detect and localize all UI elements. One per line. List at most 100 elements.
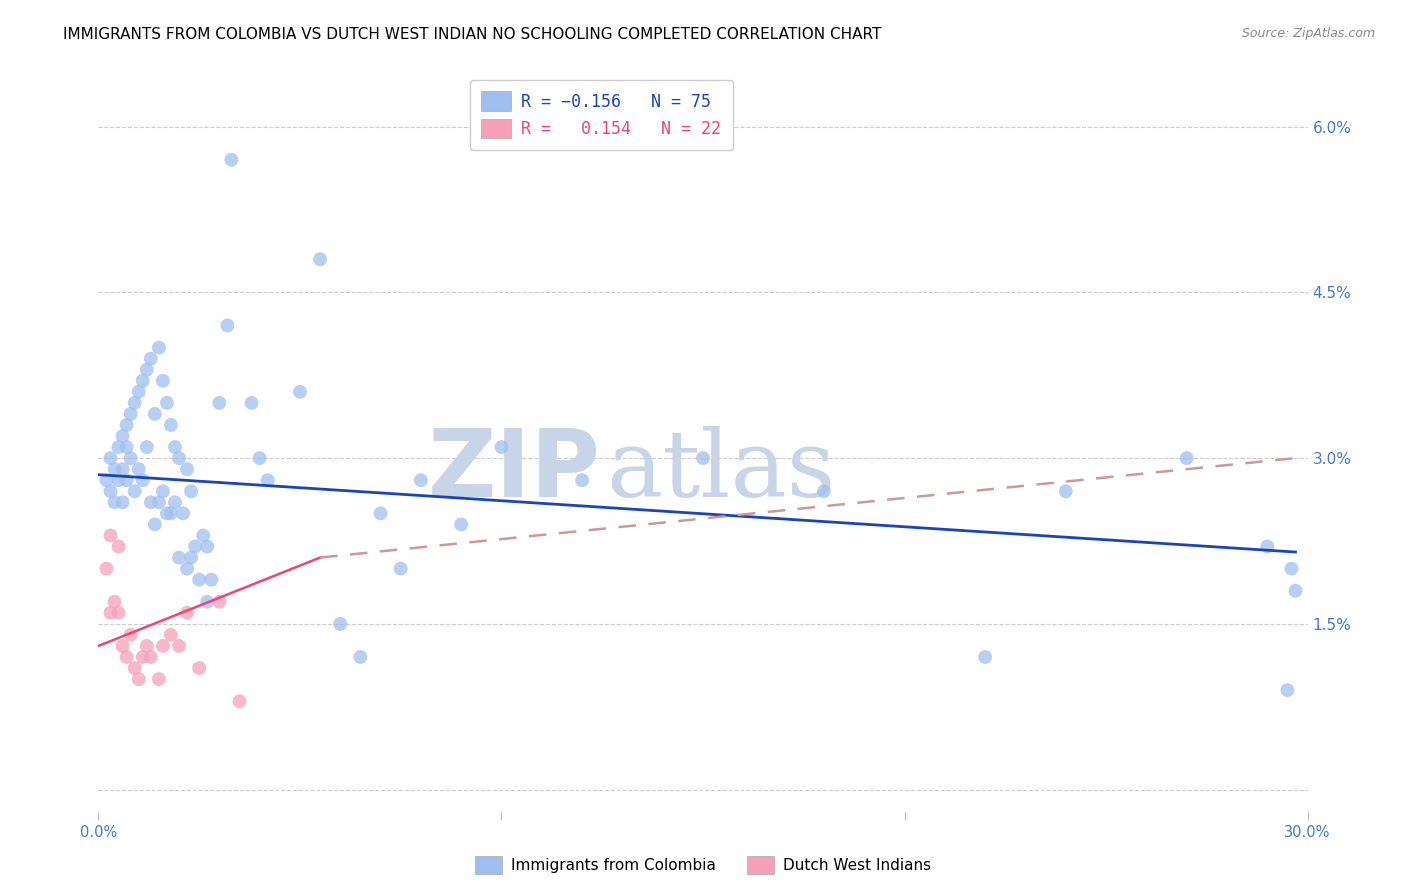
Point [96,473,118,487]
Point [100,528,122,542]
Point [491,440,513,454]
Point [152,374,174,388]
Point [172,507,194,521]
Point [100,484,122,499]
Point [124,484,146,499]
Point [128,672,150,686]
Point [692,451,714,466]
Point [107,473,129,487]
Point [167,451,190,466]
Point [135,440,157,454]
Point [1256,540,1278,554]
Point [100,451,122,466]
Point [1054,484,1077,499]
Point [409,473,432,487]
Point [240,396,263,410]
Point [176,462,198,476]
Point [156,396,179,410]
Point [329,616,352,631]
Point [349,650,371,665]
Point [389,561,412,575]
Point [128,384,150,399]
Point [180,484,202,499]
Point [132,374,155,388]
Text: ZIP: ZIP [427,425,600,517]
Point [1277,683,1299,698]
Point [163,440,186,454]
Point [193,528,215,542]
Point [132,473,155,487]
Point [1175,451,1198,466]
Point [124,661,146,675]
Point [160,417,183,432]
Point [184,540,207,554]
Text: IMMIGRANTS FROM COLOMBIA VS DUTCH WEST INDIAN NO SCHOOLING COMPLETED CORRELATION: IMMIGRANTS FROM COLOMBIA VS DUTCH WEST I… [63,27,882,42]
Point [160,628,183,642]
Point [228,694,250,708]
Point [195,540,218,554]
Point [217,318,239,333]
Text: atlas: atlas [606,426,835,516]
Point [139,351,162,366]
Point [188,661,211,675]
Point [139,495,162,509]
Point [571,473,593,487]
Point [148,495,170,509]
Point [115,417,138,432]
Point [148,341,170,355]
Point [107,606,129,620]
Point [120,628,142,642]
Point [256,473,278,487]
Point [143,517,166,532]
Point [111,429,134,443]
Point [103,462,125,476]
Point [176,561,198,575]
Point [156,507,179,521]
Point [128,462,150,476]
Point [103,595,125,609]
Point [195,595,218,609]
Point [249,451,271,466]
Point [120,407,142,421]
Point [107,540,129,554]
Point [135,639,157,653]
Point [813,484,835,499]
Point [132,650,155,665]
Point [115,473,138,487]
Point [111,639,134,653]
Point [188,573,211,587]
Point [208,595,231,609]
Point [100,606,122,620]
Point [288,384,311,399]
Point [450,517,472,532]
Point [167,639,190,653]
Point [200,573,222,587]
Point [111,462,134,476]
Point [115,650,138,665]
Point [1284,583,1306,598]
Point [152,639,174,653]
Point [167,550,190,565]
Point [370,507,392,521]
Legend: Immigrants from Colombia, Dutch West Indians: Immigrants from Colombia, Dutch West Ind… [468,850,938,880]
Point [96,561,118,575]
Point [208,396,231,410]
Point [103,495,125,509]
Text: Source: ZipAtlas.com: Source: ZipAtlas.com [1241,27,1375,40]
Point [160,507,183,521]
Point [176,606,198,620]
Point [111,495,134,509]
Point [1281,561,1303,575]
Point [152,484,174,499]
Point [143,407,166,421]
Point [974,650,997,665]
Point [135,362,157,376]
Point [115,440,138,454]
Point [124,396,146,410]
Legend: R = −0.156   N = 75, R =   0.154   N = 22: R = −0.156 N = 75, R = 0.154 N = 22 [470,79,733,150]
Point [120,451,142,466]
Point [139,650,162,665]
Point [309,252,332,267]
Point [163,495,186,509]
Point [180,550,202,565]
